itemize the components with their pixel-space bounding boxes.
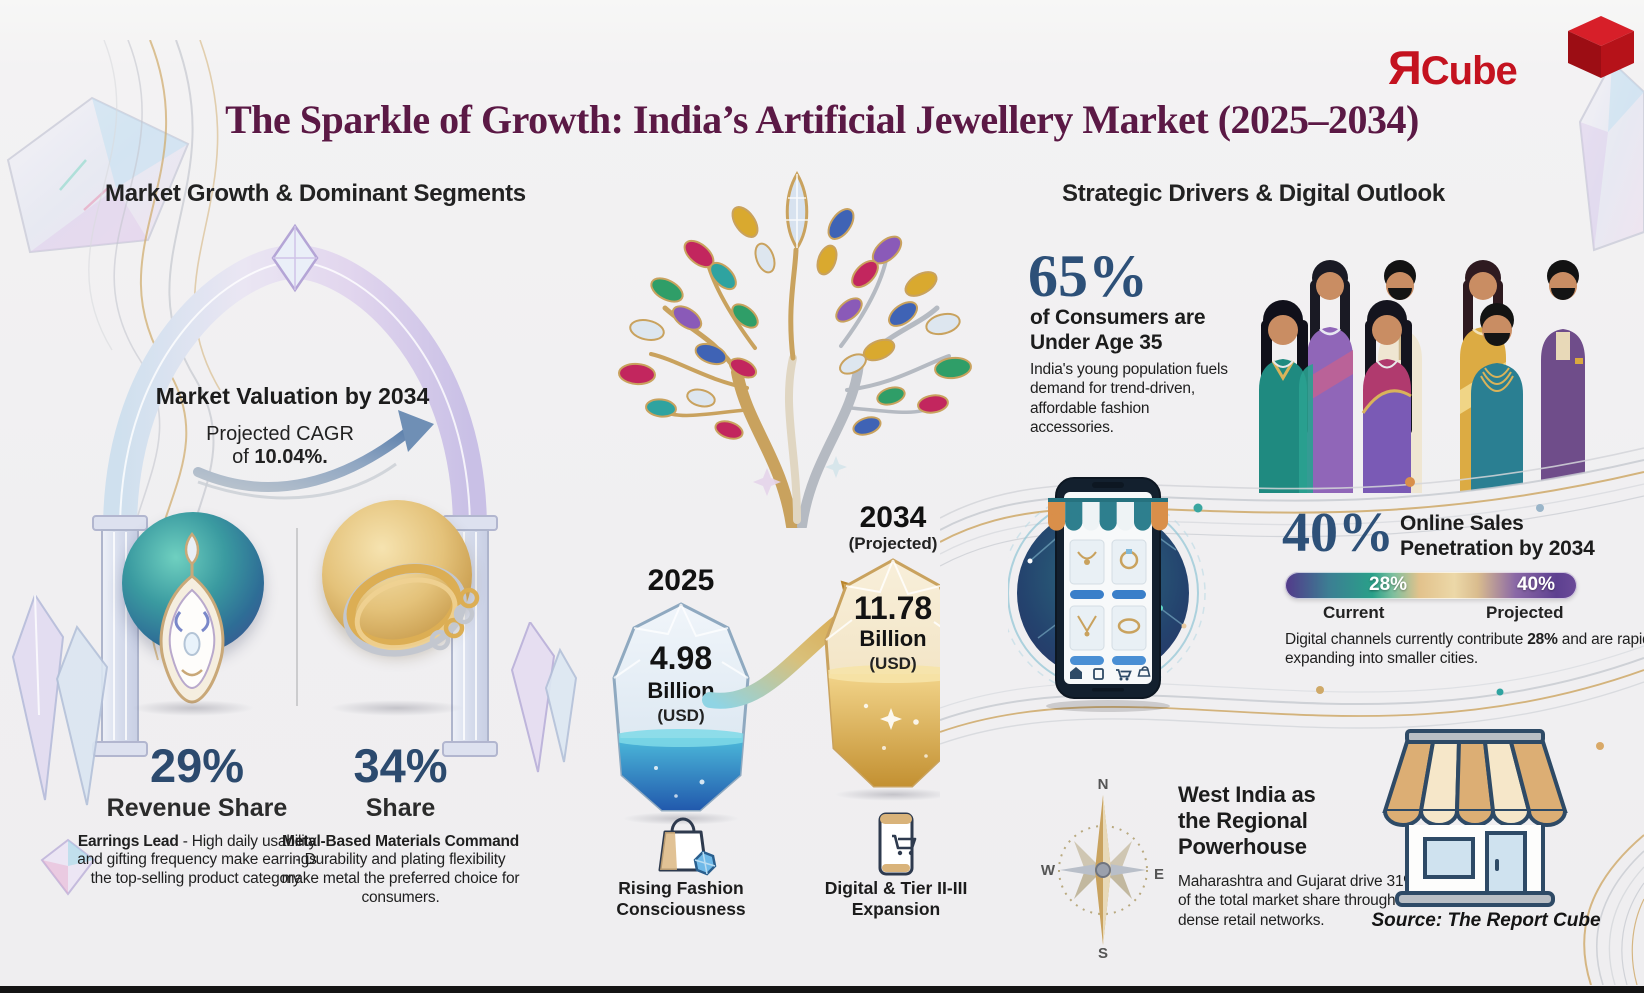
right-edge-prism: [1578, 62, 1644, 252]
earrings-lead-text: Earrings Lead: [77, 832, 179, 850]
consumers-title: of Consumers are Under Age 35: [1030, 306, 1206, 354]
left-section-heading: Market Growth & Dominant Segments: [105, 180, 526, 207]
logo-r: Я: [1388, 41, 1422, 94]
segment-metal: 34% Share Metal-Based Materials Command …: [278, 742, 523, 908]
bar-projected-value: 40%: [1516, 574, 1555, 595]
earrings-share-label: Revenue Share: [106, 794, 288, 822]
phone-cart-icon: [878, 812, 917, 876]
metal-share-label: Share: [365, 794, 436, 822]
compass-e: E: [1154, 866, 1164, 883]
compass-s: S: [1098, 945, 1108, 960]
online-desc: Digital channels currently contribute 28…: [1285, 630, 1644, 669]
jewellery-app-phone-illustration: [1008, 477, 1206, 712]
shadow: [834, 788, 952, 801]
compass-w: W: [1041, 862, 1056, 879]
logo: ЯCube: [1388, 14, 1636, 98]
compass-n: N: [1098, 776, 1109, 793]
segment-earrings: 29% Revenue Share Earrings Lead - High d…: [72, 742, 322, 889]
unit-2034: Billion: [859, 626, 927, 651]
right-section-heading: Strategic Drivers & Digital Outlook: [1062, 180, 1445, 207]
online-title: Online Sales Penetration by 2034: [1400, 512, 1595, 560]
metal-ring-illustration: [343, 563, 480, 657]
earring-illustration: [159, 531, 225, 704]
compass-icon: N W E S: [1041, 776, 1164, 960]
small-gem-decoration: [40, 838, 96, 896]
driver-digital-label: Digital & Tier II-III Expansion: [824, 878, 968, 919]
source-text: Source: The Report Cube: [1371, 910, 1601, 931]
west-india-title: West India as the Regional Powerhouse: [1178, 782, 1316, 859]
metal-share-pct: 34%: [353, 739, 448, 792]
online-desc-bold: 28%: [1527, 631, 1558, 648]
consumers-desc: India's young population fuels demand fo…: [1030, 361, 1228, 437]
online-desc-post: and are rapidly expanding into smaller c…: [1285, 631, 1644, 668]
valuation-title: Market Valuation by 2034: [155, 383, 430, 409]
bar-current-value: 28%: [1369, 574, 1408, 595]
year-2034-label: 2034: [859, 501, 927, 534]
online-desc-pre: Digital channels currently contribute: [1285, 631, 1528, 648]
logo-text: ЯCube: [1388, 40, 1518, 95]
shadow: [132, 700, 254, 716]
west-india-desc: Maharashtra and Gujarat drive 31% of the…: [1178, 873, 1417, 929]
corner-fan-decoration: [1583, 834, 1644, 985]
corner-prism-decoration: [6, 40, 221, 671]
logo-cube: Cube: [1420, 49, 1518, 93]
usd-2034: (USD): [869, 654, 917, 673]
projected-label: (Projected): [848, 534, 938, 553]
bar-projected-label: Projected: [1486, 603, 1564, 622]
cagr-line1: Projected CAGR: [206, 423, 354, 445]
usd-2025: (USD): [657, 706, 705, 725]
driver-fashion-label: Rising Fashion Consciousness: [616, 878, 746, 919]
online-pct: 40%: [1282, 502, 1394, 564]
online-penetration-bar: 28% 40%: [1285, 572, 1577, 599]
cagr-text: Projected CAGR of 10.04%.: [170, 423, 390, 469]
right-crystals-decoration: [510, 622, 577, 773]
earrings-share-desc: Earrings Lead - High daily usability and…: [72, 833, 322, 890]
segment-divider: [296, 528, 298, 706]
young-consumers-illustration: [1259, 260, 1585, 493]
gem-2034-illustration: [824, 558, 962, 788]
bar-current-label: Current: [1323, 603, 1385, 622]
shadow: [330, 700, 464, 716]
gem-2025-illustration: [612, 602, 750, 812]
bottom-border: [0, 986, 1644, 993]
consumers-pct: 65%: [1028, 243, 1148, 309]
cagr-of: of: [232, 446, 255, 468]
page-title: The Sparkle of Growth: India’s Artificia…: [225, 97, 1419, 142]
shopping-bag-gem-icon: [658, 817, 717, 876]
metal-desc-text: - Durability and plating flexibility mak…: [281, 851, 520, 907]
cagr-value: 10.04%.: [254, 446, 328, 468]
jeweled-tree-illustration: [618, 171, 972, 528]
metal-lead-text: Metal-Based Materials Command: [281, 832, 520, 850]
metal-share-desc: Metal-Based Materials Command - Durabili…: [278, 833, 523, 909]
value-2025: 4.98: [649, 640, 713, 676]
year-2025-label: 2025: [647, 564, 715, 597]
left-crystals-decoration: [11, 595, 109, 806]
cube-icon: [1568, 16, 1634, 78]
unit-2025: Billion: [647, 678, 715, 703]
earrings-desc-text: - High daily usability and gifting frequ…: [77, 832, 317, 888]
earrings-share-pct: 29%: [149, 739, 245, 792]
storefront-icon: [1382, 729, 1568, 907]
cagr-arrow-icon: [193, 410, 434, 500]
front-row: [1259, 300, 1523, 493]
value-2034: 11.78: [853, 590, 933, 626]
